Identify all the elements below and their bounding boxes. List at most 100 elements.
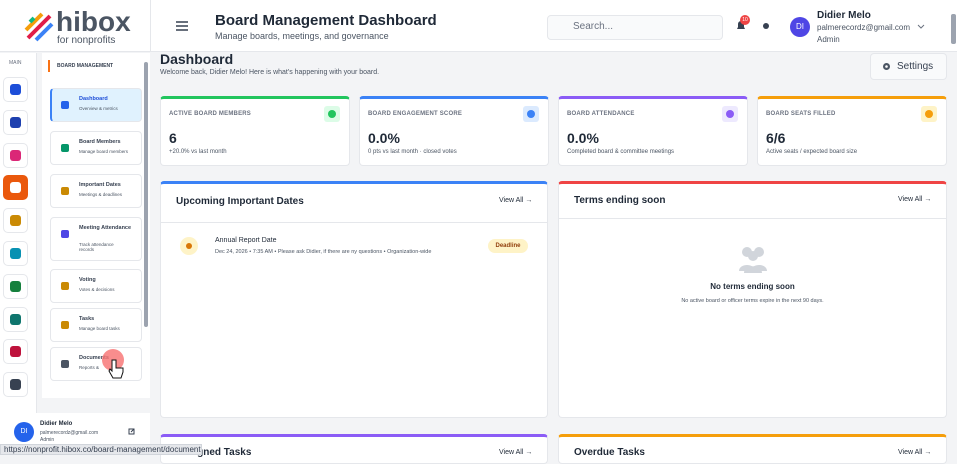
user-name: Didier Melo: [817, 10, 871, 21]
nav-icon: [61, 321, 69, 329]
date-badge: Deadline: [488, 239, 528, 253]
rail-icon: [10, 248, 21, 259]
stat-label: ACTIVE BOARD MEMBERS: [169, 111, 252, 117]
nav-title: Tasks: [79, 316, 95, 322]
nav-icon: [61, 101, 69, 109]
avatar[interactable]: DI: [790, 17, 810, 37]
theme-icon[interactable]: [761, 21, 771, 31]
date-details: Dec 24, 2026 • 7:35 AM • Please ask Didi…: [215, 249, 432, 255]
rail-icon: [10, 116, 21, 128]
nav-subtitle: Meetings & deadlines: [79, 192, 123, 197]
stat-note: Completed board & committee meetings: [567, 149, 675, 155]
footer-avatar: DI: [14, 422, 34, 442]
nav-subtitle: Manage board members: [79, 149, 129, 154]
date-icon: [186, 243, 192, 249]
nav-title: Important Dates: [79, 182, 121, 188]
stat-note: Active seats / expected board size: [766, 149, 858, 155]
nav-subtitle: Manage board tasks: [79, 326, 120, 331]
date-title: Annual Report Date: [215, 237, 277, 244]
rail-icon: [10, 346, 21, 358]
stat-note: 0 pts vs last month · closed votes: [368, 149, 457, 155]
hand-cursor: [108, 359, 124, 379]
nav-title: Meeting Attendance: [79, 225, 132, 231]
stat-icon-glyph: [328, 110, 336, 118]
stat-value: 0.0%: [567, 130, 599, 146]
page-welcome: Welcome back, Didier Melo! Here is what'…: [160, 69, 380, 76]
footer-role: Admin: [40, 437, 55, 443]
stat-icon-glyph: [527, 110, 535, 118]
stat-value: 6: [169, 130, 177, 146]
view-all[interactable]: View All →: [499, 449, 533, 456]
dates-card: [160, 181, 548, 418]
sidebar-section: BOARD MANAGEMENT: [57, 63, 114, 69]
view-all[interactable]: View All →: [898, 449, 932, 456]
section-marker: [48, 60, 50, 72]
stat-card: [757, 96, 947, 166]
rail-icon: [10, 149, 21, 161]
stat-icon-glyph: [726, 110, 734, 118]
rail-icon: [10, 182, 21, 194]
notification-badge: 10: [740, 15, 750, 25]
nav-subtitle: Reports &: [79, 365, 100, 370]
stat-card: [359, 96, 549, 166]
nav-title: Voting: [79, 277, 96, 283]
nav-subtitle: Overview & metrics: [79, 106, 118, 111]
settings-button[interactable]: [870, 53, 947, 80]
stat-value: 6/6: [766, 130, 786, 146]
chevron[interactable]: [917, 24, 925, 30]
rail-icon: [10, 280, 21, 292]
nav-icon: [61, 360, 69, 368]
terms-card: [558, 181, 947, 418]
nav-icon: [61, 187, 69, 195]
stat-label: BOARD ATTENDANCE: [567, 111, 635, 117]
stat-icon-glyph: [925, 110, 933, 118]
page-scrollbar: [951, 14, 956, 44]
card-title: Terms ending soon: [574, 195, 666, 206]
view-all[interactable]: View All →: [499, 197, 533, 204]
stat-note: +20.0% vs last month: [169, 149, 227, 155]
logo-tagline: for nonprofits: [57, 35, 116, 46]
status-bar: https://nonprofit.hibox.co/board-managem…: [0, 444, 202, 455]
rail-icon: [10, 313, 21, 325]
stat-label: BOARD ENGAGEMENT SCORE: [368, 111, 463, 117]
empty-icon: [739, 247, 767, 273]
nav-title: Board Members: [79, 139, 121, 145]
nav-icon: [61, 282, 69, 290]
search-input[interactable]: Search...: [547, 15, 723, 40]
gear-icon: [883, 63, 890, 70]
settings-label: Settings: [897, 61, 934, 72]
user-role: Admin: [817, 35, 840, 44]
empty-text: No active board or officer terms expire …: [681, 298, 824, 304]
view-all[interactable]: View All →: [898, 196, 932, 203]
divider: [160, 222, 548, 223]
rail-icon: [10, 84, 21, 95]
rail-icon: [10, 215, 21, 227]
card-title: Overdue Tasks: [574, 447, 645, 458]
logout-icon[interactable]: [128, 428, 135, 435]
stat-value: 0.0%: [368, 130, 400, 146]
logo-name: hibox: [56, 6, 131, 37]
nav-title: Documents: [79, 355, 109, 361]
user-email: palmerecordz@gmail.com: [817, 23, 911, 32]
nav-item[interactable]: [50, 174, 142, 208]
header-title: Board Management Dashboard: [215, 12, 437, 29]
rail-icon: [10, 379, 21, 391]
divider: [150, 0, 151, 52]
card-title: Assigned Tasks: [176, 447, 252, 458]
rail-button[interactable]: [3, 306, 28, 332]
page-title: Dashboard: [160, 51, 234, 67]
stat-card: [160, 96, 350, 166]
header: [0, 0, 957, 52]
stat-card: [558, 96, 748, 166]
empty-title: No terms ending soon: [710, 282, 795, 291]
nav-icon: [61, 144, 69, 152]
stat-label: BOARD SEATS FILLED: [766, 111, 836, 117]
menu-toggle[interactable]: [176, 21, 188, 31]
footer-name: Didier Melo: [40, 421, 73, 427]
nav-item[interactable]: [50, 217, 142, 261]
divider: [558, 218, 947, 219]
logo-mark: [24, 12, 54, 42]
scrollbar: [144, 62, 148, 327]
card-title: Upcoming Important Dates: [176, 196, 304, 207]
